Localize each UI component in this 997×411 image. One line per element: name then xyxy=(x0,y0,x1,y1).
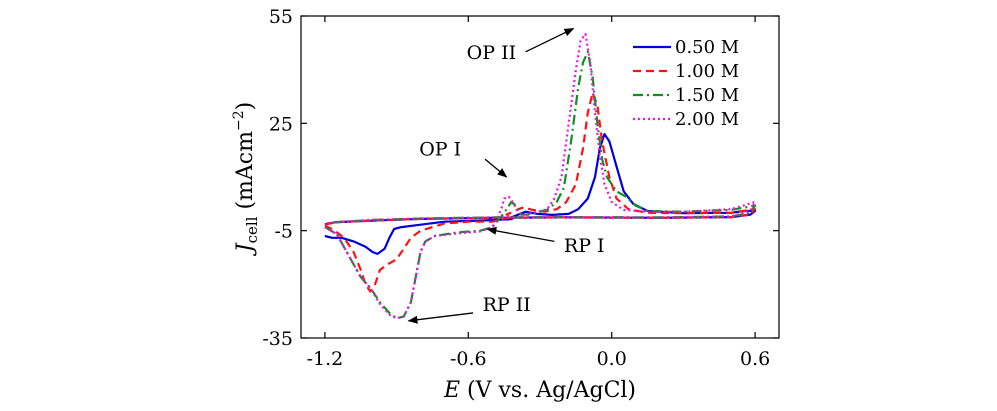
annotation-label: RP II xyxy=(483,294,531,316)
annotation-arrow xyxy=(407,312,474,324)
annotation-arrow xyxy=(486,226,555,243)
x-tick-label: 0.6 xyxy=(740,348,770,370)
series-line-3 xyxy=(324,32,757,320)
x-tick-label: -0.6 xyxy=(450,348,487,370)
ticks-layer: -1.2 -0.6 0.0 0.6 -35 -5 25 55 xyxy=(262,6,779,370)
annotation-label: OP I xyxy=(419,139,461,161)
legend-label: 2.00 M xyxy=(675,109,739,130)
annotation-arrow xyxy=(525,27,575,53)
series-line-2 xyxy=(324,50,757,320)
legend-label: 0.50 M xyxy=(675,37,739,58)
series-line-1 xyxy=(324,91,757,293)
y-tick-label: -5 xyxy=(274,221,293,243)
y-axis-label: Jcell (mAcm−2) xyxy=(231,102,261,256)
y-tick-label: 25 xyxy=(269,113,293,135)
plot-frame xyxy=(300,15,780,339)
x-tick-label: 0.0 xyxy=(597,348,627,370)
annotation-label: RP I xyxy=(564,235,605,257)
legend-label: 1.50 M xyxy=(675,85,739,106)
x-axis-label: E (V vs. Ag/AgCl) xyxy=(443,378,636,403)
legend-label: 1.00 M xyxy=(675,61,739,82)
legend: 0.50 M 1.00 M 1.50 M 2.00 M xyxy=(633,37,739,130)
series-layer xyxy=(324,32,757,320)
y-tick-label: 55 xyxy=(269,6,293,28)
series-line-0 xyxy=(324,133,757,255)
annotation-layer: OP II OP I RP I RP II xyxy=(407,27,605,324)
annotation-label: OP II xyxy=(467,42,516,64)
x-tick-label: -1.2 xyxy=(307,348,344,370)
annotation-arrow xyxy=(484,158,508,178)
y-tick-label: -35 xyxy=(262,328,293,350)
